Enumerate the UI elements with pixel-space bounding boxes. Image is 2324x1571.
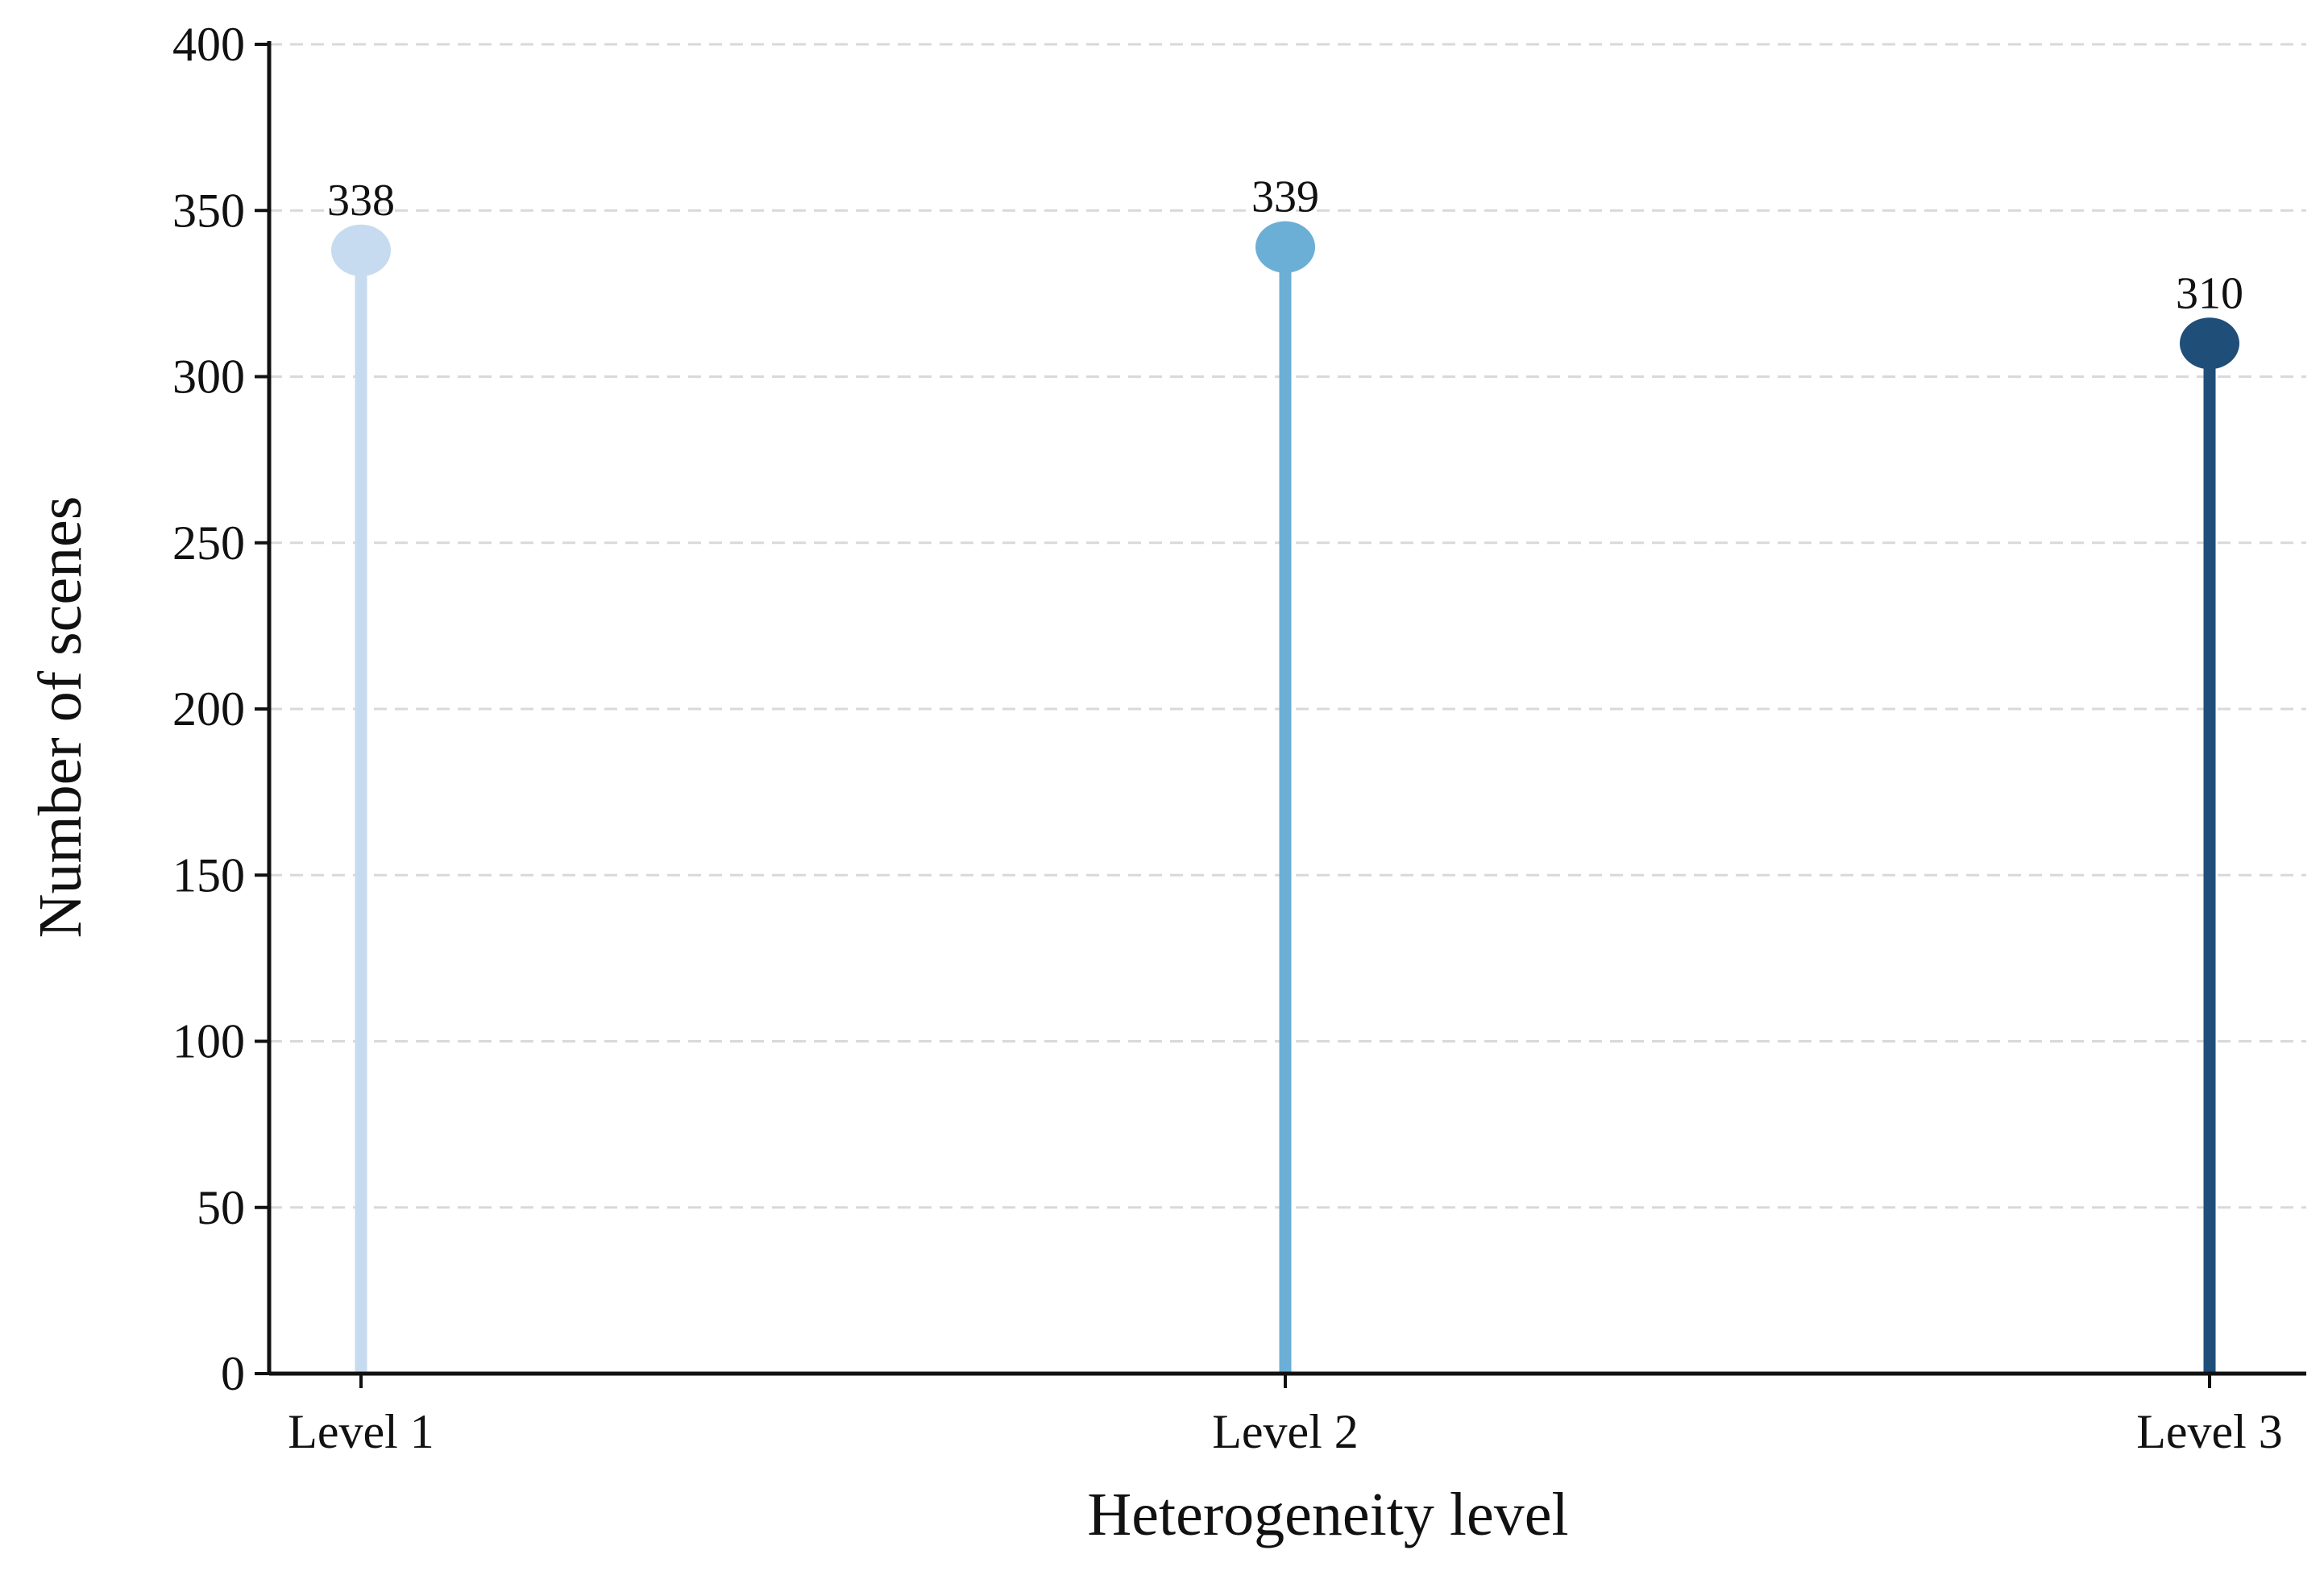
- y-tick-label: 200: [172, 682, 245, 736]
- x-axis-title: Heterogeneity level: [1087, 1481, 1568, 1548]
- y-tick-label: 300: [172, 350, 245, 404]
- y-tick-label: 0: [221, 1347, 245, 1400]
- y-tick-label: 350: [172, 184, 245, 237]
- x-tick-label: Level 1: [288, 1405, 434, 1458]
- y-tick-label: 50: [197, 1181, 245, 1234]
- ticks: 0 50 100 150 200 250 300 350 400 Level 1 Level 2 Le…: [172, 18, 2283, 1458]
- data-labels: 338 339 310: [327, 172, 2243, 319]
- y-axis-title: Number of scenes: [27, 496, 94, 939]
- x-tick-label: Level 3: [2136, 1405, 2283, 1458]
- marker: [1255, 221, 1315, 273]
- data-label: 338: [327, 176, 395, 226]
- data-label: 310: [2176, 268, 2243, 318]
- x-tick-label: Level 2: [1212, 1405, 1359, 1458]
- marker: [2180, 317, 2239, 370]
- marker: [331, 224, 391, 276]
- data-label: 339: [1251, 172, 1319, 222]
- markers: [331, 221, 2239, 370]
- stems: [355, 247, 2216, 1374]
- y-tick-label: 100: [172, 1015, 245, 1068]
- y-tick-label: 400: [172, 18, 245, 71]
- y-tick-label: 250: [172, 516, 245, 570]
- y-tick-label: 150: [172, 848, 245, 902]
